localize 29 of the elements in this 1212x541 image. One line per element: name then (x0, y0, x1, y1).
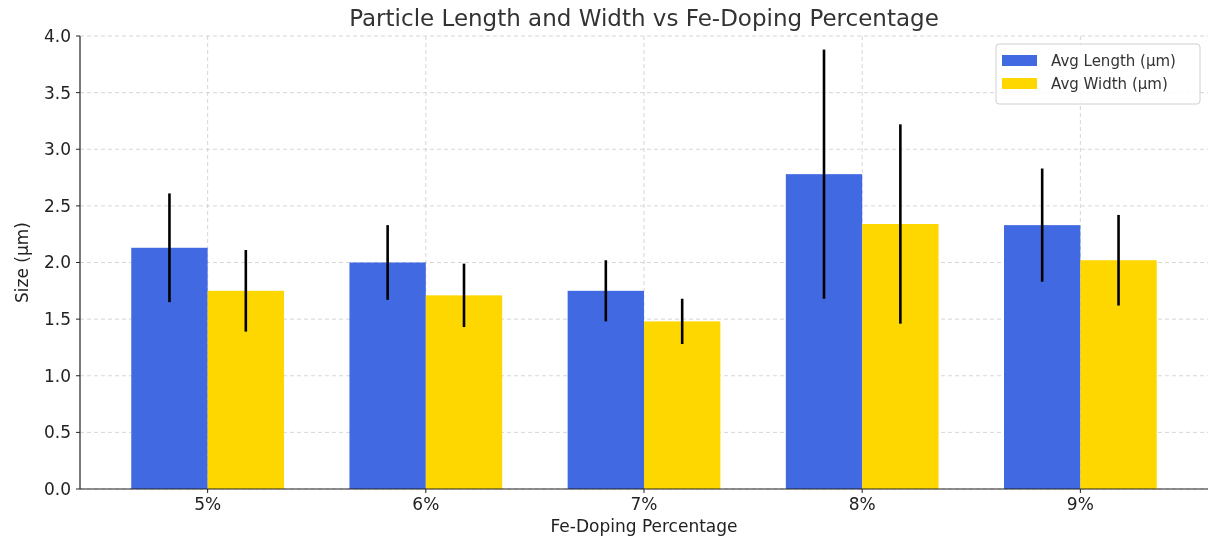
x-tick-label: 9% (1066, 494, 1094, 514)
bar (425, 295, 503, 489)
x-tick-label: 7% (630, 494, 658, 514)
x-tick-label: 6% (412, 494, 440, 514)
y-tick-label: 3.0 (43, 139, 71, 160)
bar (1004, 225, 1081, 489)
y-tick-label: 1.5 (43, 309, 71, 330)
y-tick-label: 2.5 (43, 195, 71, 216)
x-tick-label: 5% (194, 494, 222, 514)
y-tick-label: 4.0 (43, 25, 71, 46)
legend-label: Avg Length (µm) (1051, 52, 1176, 70)
y-axis-title: Size (µm) (12, 222, 32, 303)
y-tick-label: 3.5 (43, 82, 71, 103)
y-tick-label: 1.0 (43, 365, 71, 386)
bar (131, 247, 208, 489)
x-tick-label: 8% (848, 494, 876, 514)
x-axis-title: Fe-Doping Percentage (550, 516, 738, 536)
bar (349, 262, 426, 489)
y-tick-label: 0.0 (43, 478, 71, 499)
bar (644, 321, 721, 489)
bar (862, 224, 939, 489)
legend-label: Avg Width (µm) (1051, 75, 1168, 93)
bar (567, 290, 644, 489)
y-tick-label: 0.5 (43, 422, 71, 443)
bar (1080, 260, 1157, 489)
bar (207, 290, 284, 489)
bar (785, 174, 863, 489)
y-tick-label: 2.0 (43, 252, 71, 273)
chart-title: Particle Length and Width vs Fe-Doping Percentage (349, 5, 939, 31)
